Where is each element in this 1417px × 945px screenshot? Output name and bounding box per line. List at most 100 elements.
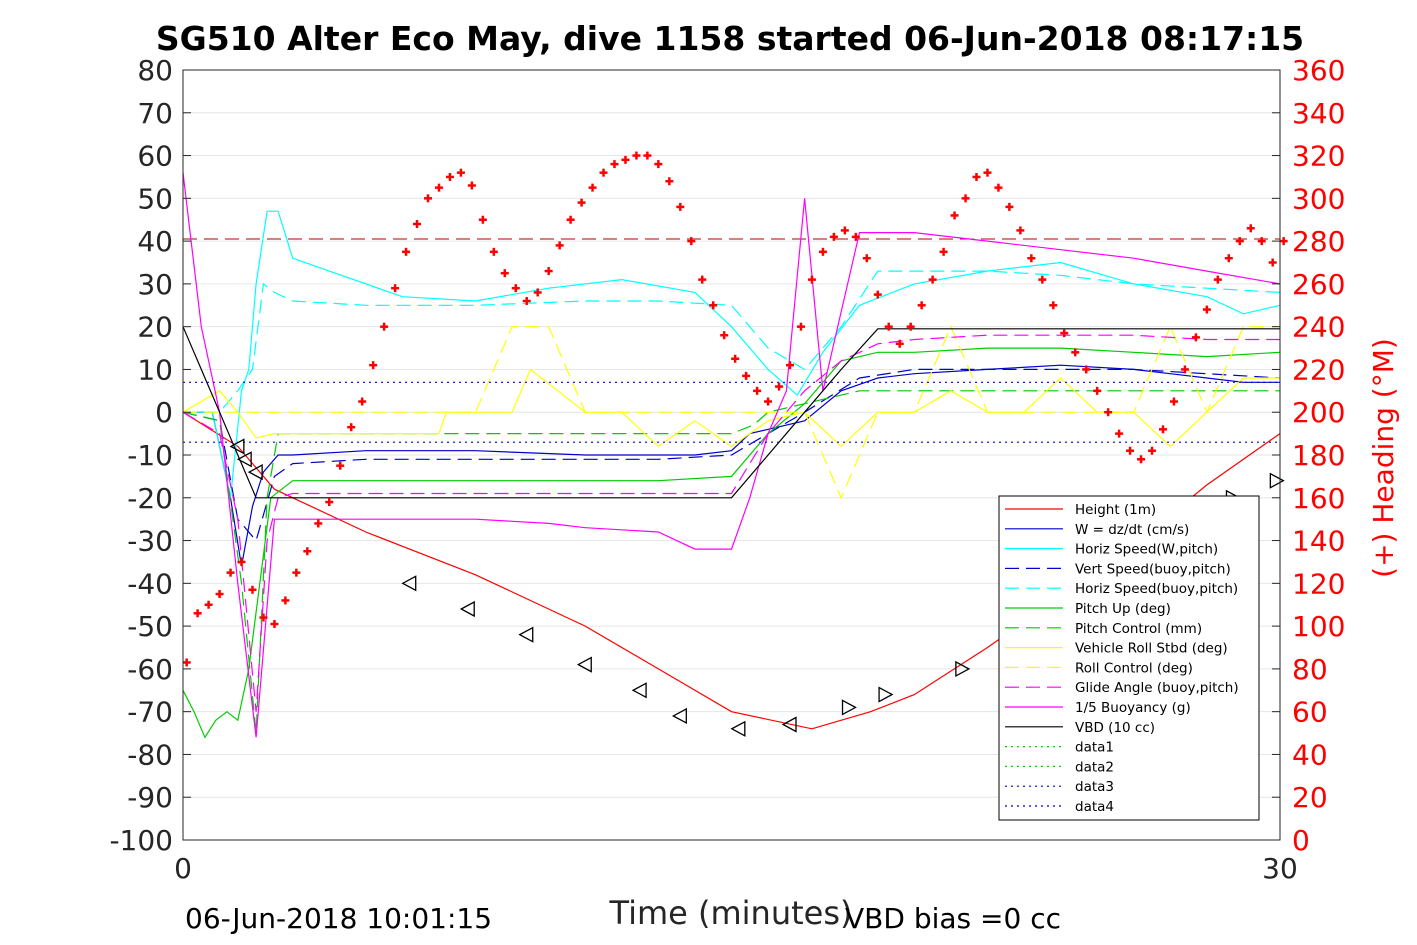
- heading-point: [1202, 305, 1211, 314]
- x-axis: 0 30: [174, 832, 1298, 885]
- heading-point: [588, 183, 597, 192]
- track-marker: [236, 451, 252, 468]
- heading-point: [818, 247, 827, 256]
- heading-point: [369, 361, 378, 370]
- right-tick-label: 300: [1292, 182, 1345, 215]
- heading-point: [1224, 254, 1233, 263]
- track-marker: [671, 707, 687, 725]
- right-tick-label: 20: [1292, 781, 1328, 814]
- heading-point: [1060, 329, 1069, 338]
- heading-point: [840, 226, 849, 235]
- heading-point: [434, 183, 443, 192]
- right-tick-label: 60: [1292, 696, 1328, 729]
- heading-point: [303, 547, 312, 556]
- left-tick-label: 50: [137, 182, 173, 215]
- x-tick-label: 30: [1262, 852, 1298, 885]
- heading-point: [1169, 397, 1178, 406]
- series-line-11: [182, 326, 1280, 499]
- heading-point: [1246, 224, 1255, 233]
- track-marker: [247, 464, 263, 481]
- heading-point: [193, 609, 202, 618]
- track-marker: [730, 720, 746, 737]
- heading-point: [533, 288, 542, 297]
- track-marker: [878, 686, 894, 703]
- heading-point: [796, 322, 805, 331]
- right-tick-label: 200: [1292, 396, 1345, 429]
- heading-point: [1005, 202, 1014, 211]
- heading-point: [259, 613, 268, 622]
- track-marker: [229, 438, 245, 455]
- heading-point: [851, 232, 860, 241]
- heading-point: [1268, 258, 1277, 267]
- legend-label-6: Pitch Control (mm): [1075, 621, 1202, 637]
- track-marker: [576, 656, 592, 673]
- heading-point: [336, 461, 345, 470]
- heading-point: [961, 194, 970, 203]
- heading-point: [643, 151, 652, 160]
- series-line-3: [182, 368, 1281, 542]
- right-tick-label: 280: [1292, 225, 1345, 258]
- right-tick-label: 260: [1292, 268, 1345, 301]
- heading-point: [358, 397, 367, 406]
- series-line-5: [182, 347, 1281, 739]
- heading-point: [807, 275, 816, 284]
- track-marker: [841, 699, 857, 716]
- heading-point: [270, 619, 279, 628]
- left-tick-label: 70: [137, 97, 173, 130]
- right-tick-label: 80: [1292, 653, 1328, 686]
- heading-points: [182, 151, 1288, 667]
- legend-label-1: W = dz/dt (cm/s): [1075, 522, 1189, 538]
- heading-point: [687, 237, 696, 246]
- heading-point: [292, 568, 301, 577]
- heading-point: [1027, 254, 1036, 263]
- right-tick-label: 180: [1292, 439, 1345, 472]
- heading-point: [753, 386, 762, 395]
- left-tick-label: -40: [127, 567, 173, 600]
- heading-point: [1082, 365, 1091, 374]
- heading-point: [720, 331, 729, 340]
- left-tick-label: -90: [127, 781, 173, 814]
- left-tick-label: 80: [137, 54, 173, 87]
- heading-point: [314, 519, 323, 528]
- heading-point: [522, 297, 531, 305]
- series-line-10: [182, 172, 1281, 738]
- heading-point: [237, 557, 246, 566]
- heading-point: [676, 202, 685, 211]
- heading-point: [829, 232, 838, 241]
- heading-point: [775, 382, 784, 391]
- right-tick-label: 360: [1292, 54, 1345, 87]
- track-marker: [781, 716, 797, 733]
- track-marker: [518, 626, 534, 643]
- heading-point: [423, 194, 432, 203]
- heading-point: [182, 658, 191, 667]
- series-layer: [182, 172, 1281, 739]
- heading-point: [1191, 333, 1200, 342]
- heading-point: [467, 181, 476, 190]
- left-tick-label: -10: [127, 439, 173, 472]
- legend-label-9: Glide Angle (buoy,pitch): [1075, 680, 1239, 696]
- right-axis-label: (+) Heading (°M): [1367, 338, 1400, 578]
- heading-point: [325, 498, 334, 507]
- heading-point: [950, 211, 959, 220]
- right-tick-label: 0: [1292, 824, 1310, 857]
- legend-label-3: Vert Speed(buoy,pitch): [1075, 561, 1231, 577]
- heading-point: [445, 172, 454, 181]
- heading-point: [983, 168, 992, 177]
- heading-point: [709, 301, 718, 310]
- heading-point: [1180, 365, 1189, 374]
- legend-label-7: Vehicle Roll Stbd (deg): [1075, 641, 1228, 657]
- chart-title: SG510 Alter Eco May, dive 1158 started 0…: [156, 19, 1304, 58]
- heading-point: [895, 339, 904, 348]
- heading-point: [500, 269, 509, 278]
- legend-label-13: data2: [1075, 759, 1114, 775]
- heading-point: [478, 215, 487, 224]
- heading-point: [1235, 237, 1244, 246]
- heading-point: [413, 220, 422, 228]
- heading-point: [1257, 237, 1266, 246]
- heading-point: [610, 160, 619, 169]
- heading-point: [248, 585, 257, 594]
- left-y-axis: 80 70 60 50 40 30 20 10 0 -10 -20 -30 -40 -50 -60 -70 -8…: [109, 54, 191, 857]
- heading-point: [1213, 275, 1222, 284]
- heading-point: [215, 590, 224, 599]
- heading-point: [380, 322, 389, 331]
